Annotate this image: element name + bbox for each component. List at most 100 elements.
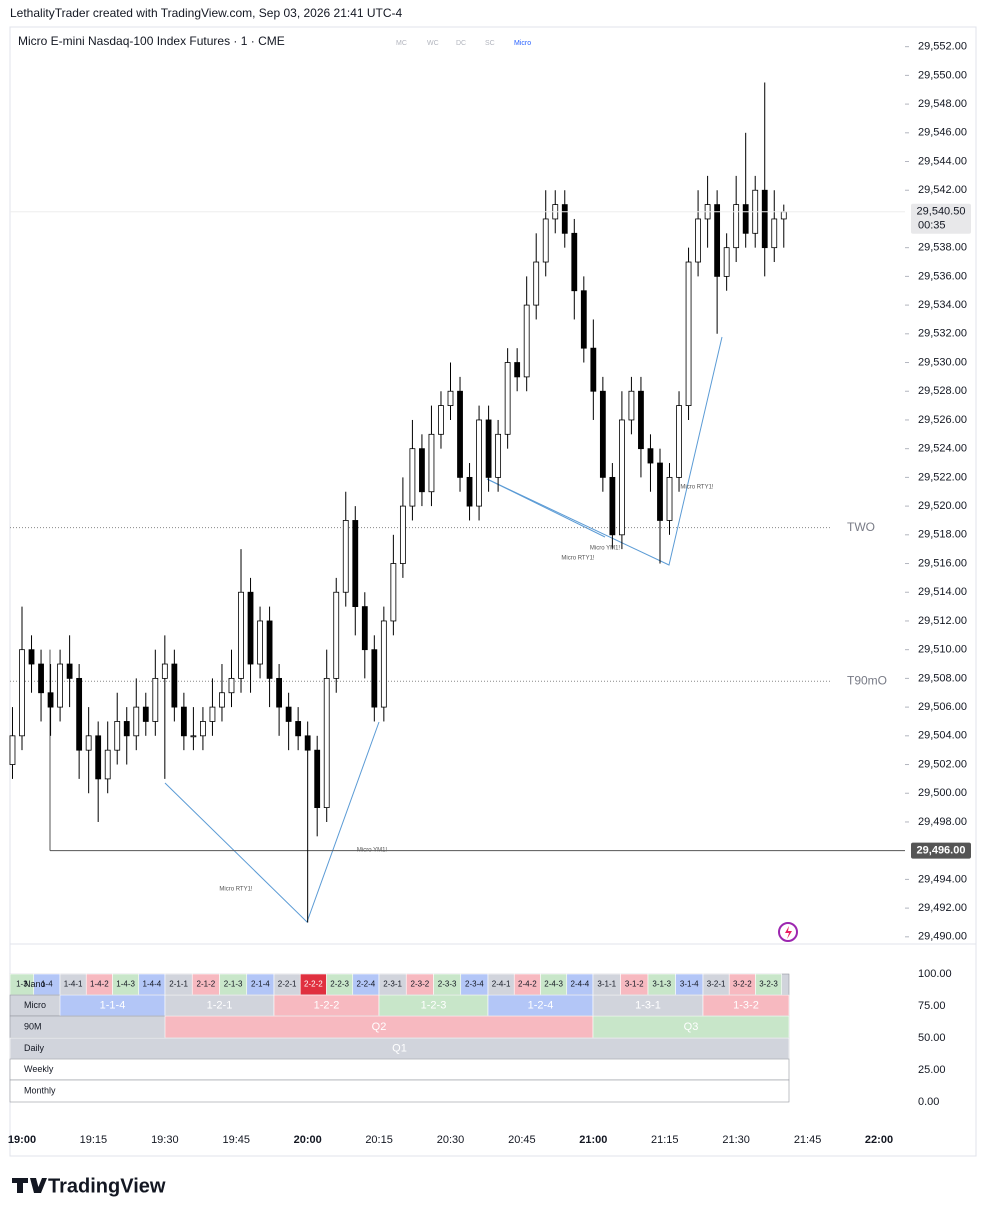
- candle-body: [38, 663, 44, 694]
- indicator-cell-label: 2-3-4: [465, 980, 484, 989]
- candle-body: [304, 735, 311, 751]
- attribution: LethalityTrader created with TradingView…: [10, 6, 403, 20]
- indicator-cell-label: 2-2-2: [304, 980, 323, 989]
- level-label: TWO: [847, 520, 875, 534]
- candle-body: [495, 433, 502, 478]
- candle-body: [780, 211, 787, 220]
- candle-body: [695, 218, 701, 263]
- y-tick-label: 29,530.00: [918, 356, 967, 368]
- indicator-cell-label: 2-2-3: [330, 980, 349, 989]
- candle-body: [276, 677, 283, 708]
- candle-body: [342, 520, 349, 593]
- last-price-tag: [911, 203, 971, 234]
- countdown: 00:35: [918, 220, 946, 232]
- candle-body: [190, 735, 197, 738]
- indicator-cell-label: 3-2-2: [733, 980, 752, 989]
- y-tick-label: 29,552.00: [918, 41, 967, 53]
- candle-body: [57, 663, 63, 708]
- x-tick-label: 20:45: [508, 1134, 536, 1146]
- x-tick-label: 19:00: [8, 1134, 36, 1146]
- candle-body: [47, 692, 54, 708]
- x-tick-label: 21:00: [579, 1134, 607, 1146]
- x-tick-label: 21:30: [722, 1134, 750, 1146]
- candle-body: [390, 563, 397, 622]
- y-tick-label: 29,536.00: [918, 270, 967, 282]
- candle-body: [361, 606, 368, 651]
- candle-body: [257, 620, 263, 665]
- candle-body: [219, 692, 225, 708]
- indicator-tick-label: 100.00: [918, 968, 952, 980]
- candle-body: [438, 405, 444, 435]
- indicator-cell-label: 3-1-1: [597, 980, 616, 989]
- indicator-cell-label: 2-3-2: [411, 980, 430, 989]
- indicator-cell-label: 2-3-3: [438, 980, 457, 989]
- indicator-cell-label: 1-2-1: [207, 999, 233, 1011]
- timeframe-button[interactable]: Micro: [514, 40, 531, 47]
- indicator-cell-label: Q1: [392, 1042, 407, 1054]
- candle-body: [571, 232, 578, 292]
- indicator-cell-label: 2-2-4: [357, 980, 376, 989]
- indicator-row-label: Monthly: [24, 1085, 56, 1095]
- y-tick-label: 29,500.00: [918, 787, 967, 799]
- level-tag: [911, 842, 971, 859]
- indicator-cell-label: 3-1-3: [652, 980, 671, 989]
- y-tick-label: 29,542.00: [918, 184, 967, 196]
- candle-body: [380, 620, 387, 708]
- y-tick-label: 29,534.00: [918, 299, 967, 311]
- candle-body: [28, 649, 35, 665]
- candle-body: [209, 706, 216, 722]
- indicator-cell-label: 1-2-4: [528, 999, 554, 1011]
- candle-body: [323, 677, 330, 809]
- indicator-cell-label: 3-2-1: [707, 980, 726, 989]
- flash-icon-bolt: [785, 926, 792, 939]
- indicator-cell-label: 3-1-2: [625, 980, 644, 989]
- candle-body: [314, 749, 321, 809]
- indicator-cell-label: 2-1-3: [224, 980, 243, 989]
- candle-body: [761, 189, 768, 249]
- y-tick-label: 29,528.00: [918, 385, 967, 397]
- candle-body: [171, 663, 178, 708]
- timeframe-button[interactable]: MC: [396, 40, 407, 47]
- indicator-cell-label: 3-1-4: [680, 980, 699, 989]
- indicator-row: [9, 1058, 790, 1081]
- candle-body: [238, 591, 244, 679]
- candle-body: [76, 677, 83, 751]
- flash-icon[interactable]: [778, 922, 798, 942]
- indicator-cell-label: 2-3-1: [383, 980, 402, 989]
- y-tick-label: 29,518.00: [918, 529, 967, 541]
- candle-body: [599, 390, 606, 478]
- indicator-panel: 1-3 1-4 1-4-1 1-4-2 1-4-3 1-4-4 2-1-1 2-1-2 2-1-…: [9, 973, 790, 1103]
- timeframe-button[interactable]: WC: [427, 40, 439, 47]
- indicator-cell-label: 1-3-1: [635, 999, 661, 1011]
- candle-body: [628, 390, 635, 421]
- indicator-cell-label: 1-4: [41, 980, 53, 989]
- annotation: Micro YM1!: [590, 546, 621, 552]
- timeframe-button[interactable]: SC: [485, 40, 495, 47]
- candle-body: [399, 505, 406, 564]
- indicator-cell-label: Q2: [372, 1021, 387, 1033]
- y-tick-label: 29,498.00: [918, 816, 967, 828]
- candle-body: [666, 476, 673, 521]
- candle-body: [285, 706, 292, 722]
- y-tick-label: 29,514.00: [918, 586, 967, 598]
- indicator-cell-label: 2-4-3: [544, 980, 563, 989]
- candle-body: [85, 735, 92, 751]
- timeframe-button[interactable]: DC: [456, 40, 466, 47]
- indicator-cell-label: 1-4-4: [143, 980, 162, 989]
- indicator-cell-label: 1-4-3: [116, 980, 135, 989]
- candle-body: [685, 261, 692, 406]
- candle-body: [142, 706, 149, 722]
- indicator-cell-label: Q3: [684, 1021, 699, 1033]
- y-tick-label: 29,550.00: [918, 69, 967, 81]
- indicator-cell-label: 2-2-1: [278, 980, 297, 989]
- y-tick-label: 29,494.00: [918, 873, 967, 885]
- candle-body: [428, 433, 435, 493]
- candle-body: [180, 706, 187, 737]
- candle-body: [200, 721, 206, 737]
- candle-body: [638, 390, 644, 450]
- indicator-cell-label: 3-2-3: [759, 980, 778, 989]
- candle-body: [609, 476, 616, 536]
- indicator-row-label: Nano: [24, 979, 46, 989]
- candle-body: [161, 663, 168, 679]
- y-tick-label: 29,524.00: [918, 443, 967, 455]
